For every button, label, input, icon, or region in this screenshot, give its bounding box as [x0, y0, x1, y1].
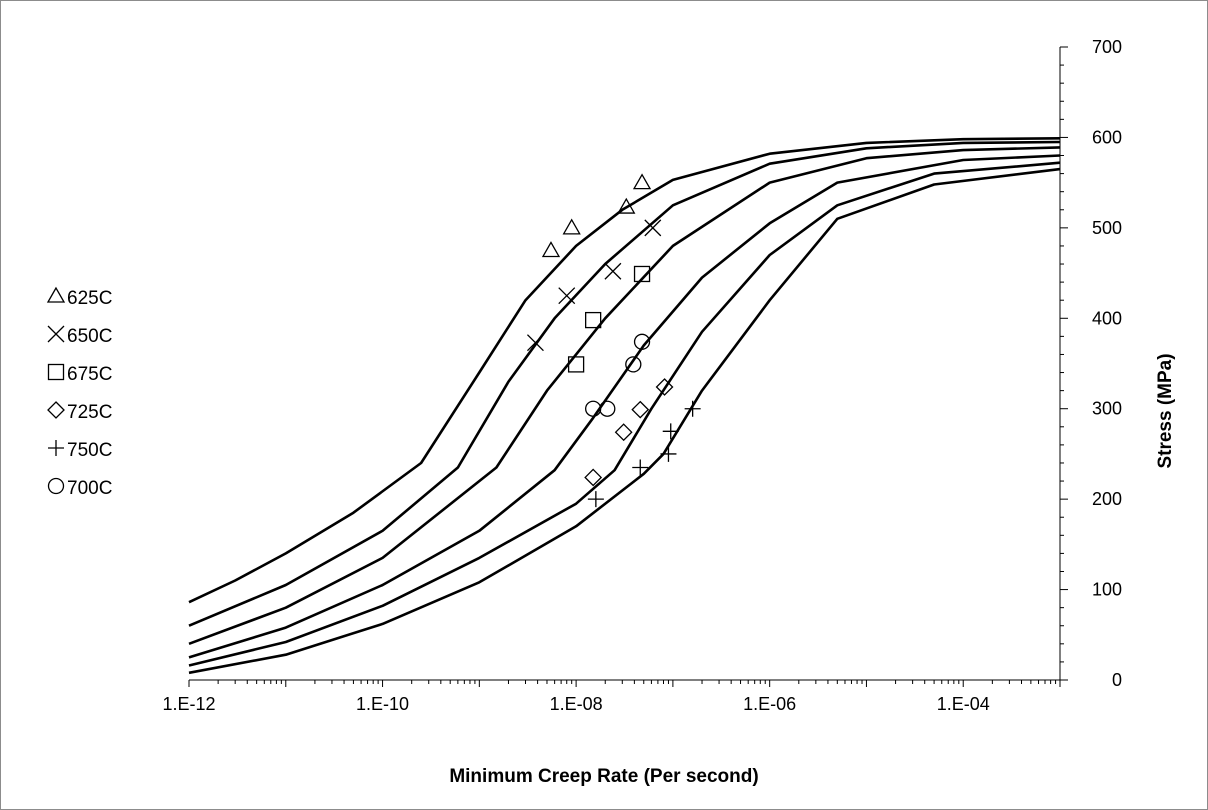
- data-point-725c: [631, 400, 650, 419]
- y-tick-label: 500: [1092, 218, 1122, 238]
- data-point-750c: [662, 423, 679, 440]
- data-point-675c: [585, 311, 602, 329]
- x-tick-label: 1.E-08: [550, 694, 603, 714]
- y-tick-label: 100: [1092, 580, 1122, 600]
- legend-label-675c: 675C: [67, 364, 112, 385]
- data-point-700c: [633, 333, 651, 350]
- data-point-650c: [526, 334, 544, 352]
- legend-marker-675c: [47, 363, 65, 381]
- y-tick-label: 0: [1112, 670, 1122, 690]
- model-curve: [188, 154, 1061, 659]
- legend-label-725c: 725C: [67, 402, 112, 423]
- legend-marker-700c: [47, 477, 65, 495]
- data-point-750c: [684, 400, 701, 417]
- model-curve: [188, 161, 1061, 667]
- model-curves: [188, 137, 1061, 675]
- data-point-725c: [614, 423, 633, 442]
- data-point-700c: [585, 400, 602, 417]
- data-point-750c: [587, 491, 604, 508]
- data-point-625c: [541, 241, 561, 258]
- data-point-700c: [625, 356, 642, 373]
- model-curve: [188, 167, 1061, 675]
- data-point-725c: [584, 468, 603, 487]
- model-curve: [188, 146, 1061, 646]
- data-point-700c: [599, 400, 616, 417]
- data-point-725c: [655, 378, 674, 396]
- x-tick-label: 1.E-06: [743, 694, 796, 714]
- y-tick-label: 600: [1092, 127, 1122, 147]
- y-tick-label: 300: [1092, 399, 1122, 419]
- axes: 1.E-12 1.E-10 1.E-08 1.E-06 1.E-04 0 100 200 300…: [162, 37, 1122, 714]
- x-tick-label: 1.E-04: [937, 694, 990, 714]
- data-point-625c: [562, 218, 581, 235]
- model-curve: [188, 137, 1061, 604]
- data-point-625c: [617, 197, 636, 214]
- legend-label-625c: 625C: [67, 288, 112, 309]
- data-point-650c: [558, 287, 576, 305]
- data-point-675c: [567, 356, 585, 373]
- data-point-675c: [633, 265, 651, 283]
- model-curve: [188, 140, 1061, 627]
- legend: 625C 650C 675C 725C 750C 700C: [46, 286, 112, 499]
- x-tick-label: 1.E-12: [162, 694, 215, 714]
- x-tick-label: 1.E-10: [356, 694, 409, 714]
- legend-label-750c: 750C: [67, 440, 112, 461]
- data-point-650c: [644, 219, 662, 237]
- legend-marker-725c: [47, 401, 65, 419]
- data-point-750c: [660, 445, 677, 462]
- x-axis-title: Minimum Creep Rate (Per second): [449, 766, 758, 787]
- y-tick-label: 200: [1092, 489, 1122, 509]
- legend-marker-750c: [48, 440, 64, 456]
- legend-label-700c: 700C: [67, 478, 112, 499]
- y-tick-label: 400: [1092, 308, 1122, 328]
- y-axis-title: Stress (MPa): [1155, 353, 1176, 468]
- legend-marker-625c: [46, 286, 66, 303]
- legend-label-650c: 650C: [67, 326, 112, 347]
- data-point-750c: [632, 459, 649, 476]
- data-point-625c: [632, 173, 652, 190]
- data-point-650c: [604, 262, 622, 280]
- data-markers: [526, 173, 701, 508]
- y-tick-label: 700: [1092, 37, 1122, 57]
- legend-marker-650c: [47, 325, 65, 343]
